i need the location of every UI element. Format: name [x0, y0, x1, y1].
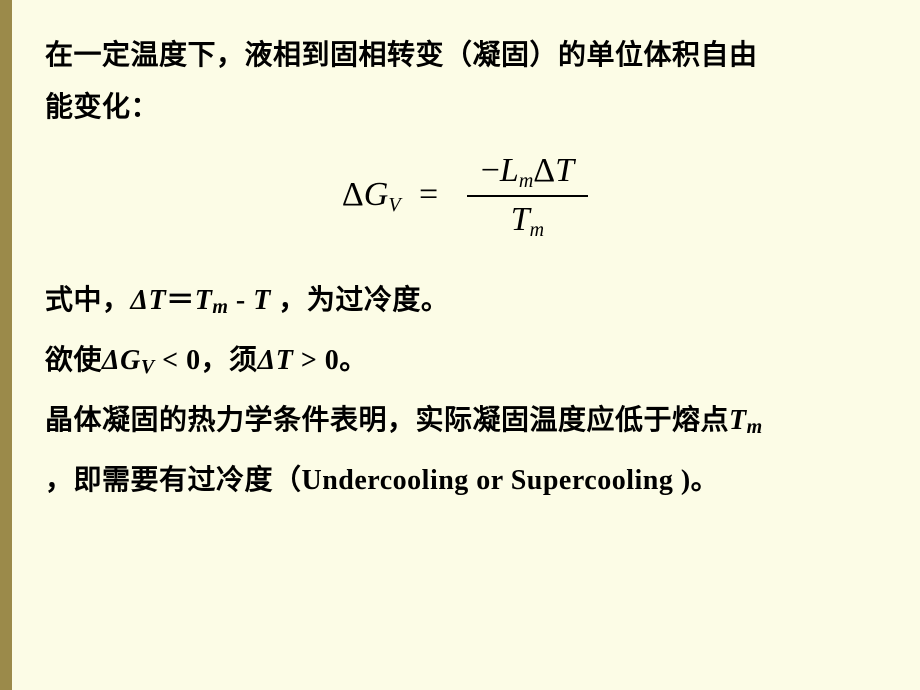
num-L: L	[500, 152, 519, 189]
definition-line: 式中，ΔT＝Tm - T ，为过冷度。	[45, 274, 885, 334]
l3-post: 。	[339, 345, 368, 376]
eq-denominator: Tm	[467, 195, 588, 242]
eq-equals: =	[419, 176, 438, 213]
den-T: T	[511, 201, 530, 238]
num-T: T	[555, 152, 574, 189]
l2-deltaT-T: T	[149, 285, 167, 316]
l2-Tm-T: T	[195, 285, 213, 316]
l3-lt0: < 0	[155, 345, 201, 376]
den-T-sub: m	[530, 219, 544, 241]
equation: ΔGV = −LmΔT Tm	[342, 152, 588, 242]
num-minus: −	[481, 152, 500, 189]
l3-dT-delta: Δ	[258, 345, 276, 376]
eq-G-sub: V	[388, 194, 400, 216]
conclusion-paragraph: 晶体凝固的热力学条件表明，实际凝固温度应低于熔点Tm ，即需要有过冷度（Unde…	[45, 394, 885, 508]
eq-delta: Δ	[342, 176, 364, 213]
l4a-sub: m	[747, 416, 763, 438]
eq-G: G	[364, 176, 389, 213]
left-stripe	[0, 0, 12, 690]
intro-line-2: 能变化：	[45, 92, 159, 123]
eq-fraction: −LmΔT Tm	[467, 152, 588, 242]
l4b-english: Undercooling or Supercooling )	[302, 465, 691, 496]
intro-paragraph: 在一定温度下，液相到固相转变（凝固）的单位体积自由 能变化：	[45, 30, 885, 134]
l3-dG-G: G	[120, 345, 141, 376]
l4b-post: 。	[691, 465, 720, 496]
equation-block: ΔGV = −LmΔT Tm	[45, 152, 885, 242]
num-L-sub: m	[519, 170, 533, 192]
l3-dG-sub: V	[141, 356, 155, 378]
l3-dG-delta: Δ	[102, 345, 120, 376]
intro-line-1: 在一定温度下，液相到固相转变（凝固）的单位体积自由	[45, 40, 758, 71]
l2-T2: T	[253, 285, 278, 316]
l3-pre: 欲使	[45, 345, 102, 376]
l2-Tm-sub: m	[212, 296, 228, 318]
l4a-pre: 晶体凝固的热力学条件表明，实际凝固温度应低于熔点	[45, 405, 729, 436]
num-delta: Δ	[533, 152, 555, 189]
condition-line: 欲使ΔGV < 0，须ΔT > 0。	[45, 334, 885, 394]
l2-minus: -	[228, 285, 253, 316]
l4a-T: T	[729, 405, 747, 436]
l2-equals: ＝	[166, 285, 195, 316]
l2-post: ，为过冷度。	[278, 285, 449, 316]
slide-content: 在一定温度下，液相到固相转变（凝固）的单位体积自由 能变化： ΔGV = −Lm…	[45, 30, 885, 508]
l2-deltaT-delta: Δ	[131, 285, 149, 316]
eq-numerator: −LmΔT	[467, 152, 588, 195]
l3-mid: ，须	[201, 345, 258, 376]
l3-gt0: > 0	[293, 345, 339, 376]
l2-pre: 式中，	[45, 285, 131, 316]
l3-dT-T: T	[276, 345, 294, 376]
l4b-pre: ，即需要有过冷度（	[45, 465, 302, 496]
